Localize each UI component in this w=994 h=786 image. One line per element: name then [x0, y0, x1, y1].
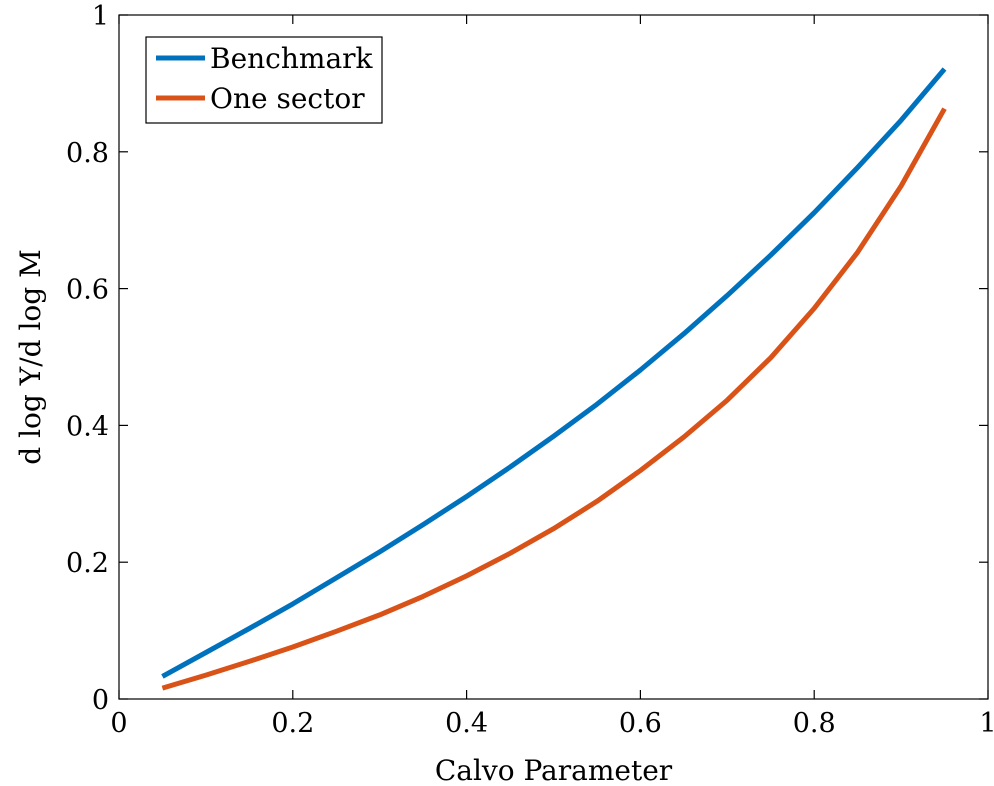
- x-tick-label: 0.8: [793, 708, 836, 739]
- series-layer: [161, 67, 947, 691]
- plot-area: [118, 14, 989, 700]
- x-tick-label: 1: [979, 708, 994, 739]
- y-tick-label: 0.2: [66, 548, 109, 579]
- x-axis-label: Calvo Parameter: [435, 754, 673, 786]
- legend-label-benchmark: Benchmark: [210, 42, 374, 75]
- series-line-benchmark: [161, 67, 947, 679]
- y-tick-label: 1: [92, 1, 109, 32]
- legend: Benchmark One sector: [145, 36, 383, 124]
- legend-label-one-sector: One sector: [210, 82, 365, 115]
- series-line-one-sector: [161, 107, 947, 691]
- y-tick-label: 0.4: [66, 411, 109, 442]
- y-tick-label: 0: [92, 685, 109, 716]
- ticks-layer: 0 0.2 0.4 0.6 0.8 1 0 0.2 0.4 0.6 0.8 1: [66, 1, 994, 739]
- y-tick-label: 0.8: [66, 138, 109, 169]
- x-tick-label: 0.6: [619, 708, 662, 739]
- x-tick-label: 0.2: [271, 708, 314, 739]
- y-axis-label: d log Y/d log M: [14, 249, 47, 465]
- legend-box: [145, 36, 383, 124]
- x-tick-label: 0: [110, 708, 127, 739]
- x-tick-label: 0.4: [445, 708, 488, 739]
- y-tick-label: 0.6: [66, 275, 109, 306]
